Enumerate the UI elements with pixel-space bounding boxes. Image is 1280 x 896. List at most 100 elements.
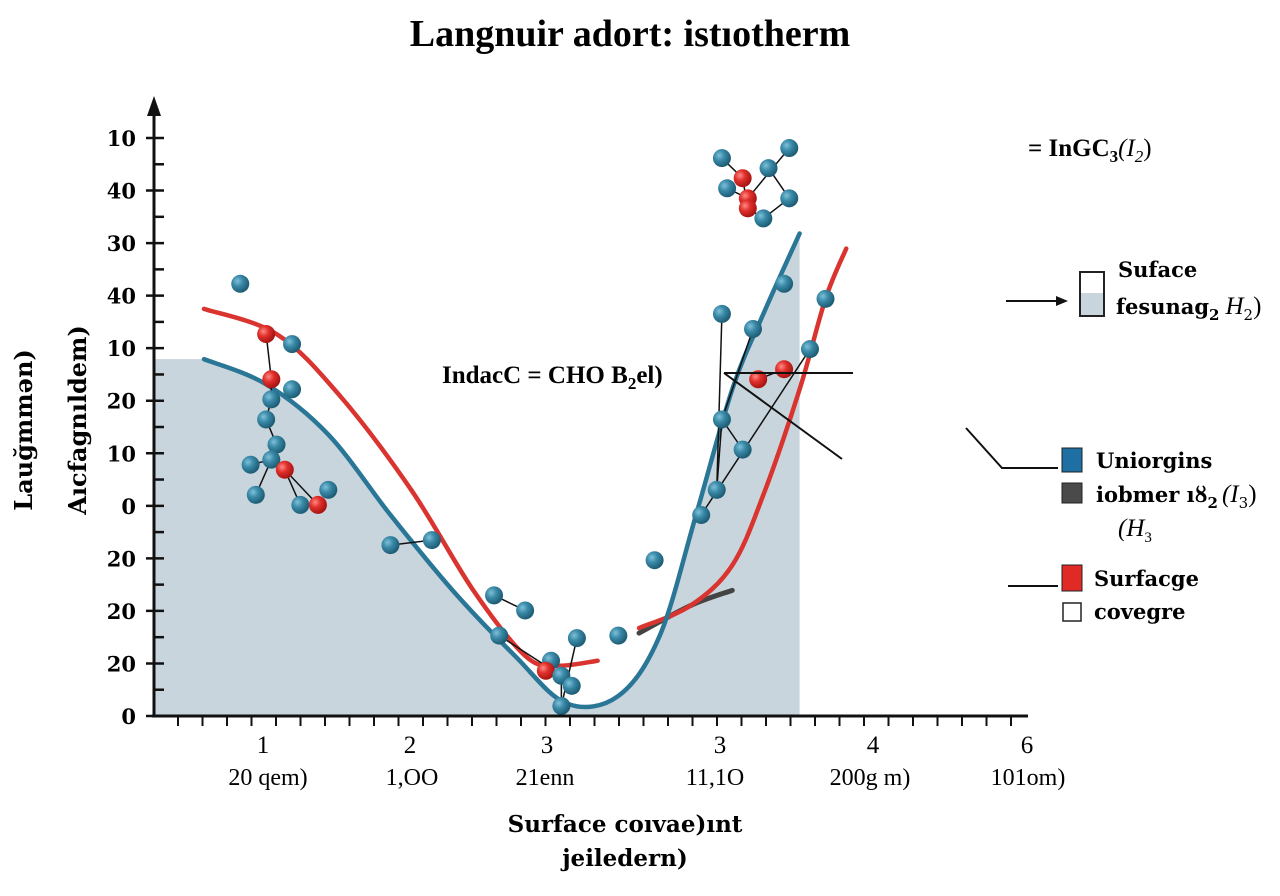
legend-label-line2: (H bbox=[1118, 515, 1146, 542]
legend-sub: 2 bbox=[1209, 306, 1219, 324]
legend-item-covegre: covegre bbox=[1062, 599, 1185, 624]
data-point-blue bbox=[707, 480, 726, 499]
y-axis-label: Lauğmmən) bbox=[9, 349, 38, 511]
legend-label2-sub: 3 bbox=[1144, 530, 1152, 546]
legend-pointer-line bbox=[965, 427, 1058, 469]
y-tick-label: 10 bbox=[107, 126, 136, 151]
annotation-tail: (I bbox=[1118, 135, 1136, 162]
data-point-blue bbox=[552, 696, 571, 715]
y-tick-label: 0 bbox=[121, 704, 136, 729]
data-point-red bbox=[738, 199, 757, 218]
data-point-blue bbox=[645, 551, 664, 570]
legend-label-line2: fesunag bbox=[1116, 294, 1209, 319]
data-point-blue bbox=[775, 274, 794, 293]
data-point-blue bbox=[692, 505, 711, 524]
data-point-blue bbox=[283, 380, 302, 399]
legend-swatch-white bbox=[1062, 602, 1082, 622]
legend-label: covegre bbox=[1094, 599, 1185, 624]
data-point-blue bbox=[780, 189, 799, 208]
data-point-red bbox=[536, 661, 555, 680]
x-tick-sublabel: 101om) bbox=[991, 765, 1066, 791]
x-tick-label: 4 bbox=[867, 732, 880, 759]
x-tick-sublabel: 20 qem) bbox=[228, 765, 307, 791]
y-tick-label: 20 bbox=[107, 546, 136, 571]
data-point-blue bbox=[712, 149, 731, 168]
data-point-blue bbox=[381, 536, 400, 555]
molecule-bond bbox=[715, 313, 723, 490]
svg-text:(H3: (H3 bbox=[1118, 515, 1152, 546]
molecule-bond bbox=[721, 328, 754, 420]
x-tick-label: 3 bbox=[541, 732, 554, 759]
data-point-blue bbox=[241, 455, 260, 474]
data-point-blue bbox=[816, 289, 835, 308]
data-point-blue bbox=[283, 335, 302, 354]
x-tick-label: 1 bbox=[257, 732, 270, 759]
data-point-blue bbox=[718, 179, 737, 198]
x-tick-label: 6 bbox=[1021, 732, 1034, 759]
legend: Suface fesunag2 H2) Uniorgins iobmer ıȣ2(… bbox=[965, 257, 1261, 624]
data-point-blue bbox=[744, 319, 763, 338]
legend-italic-sub: 3 bbox=[1239, 494, 1249, 512]
y-tick-label: 10 bbox=[107, 336, 136, 361]
x-tick-sublabel: 11,1O bbox=[686, 765, 744, 791]
chart-title: Langnuir adort: istıotherm bbox=[410, 13, 851, 55]
annotation-text: = InGC bbox=[1028, 135, 1110, 162]
legend-label: Uniorgins bbox=[1096, 448, 1212, 473]
legend-italic-sub: 2 bbox=[1244, 306, 1254, 324]
data-point-blue bbox=[262, 450, 281, 469]
y-tick-label: 20 bbox=[107, 599, 136, 624]
legend-sub: 2 bbox=[1208, 494, 1218, 512]
legend-item-uniorgins: Uniorgins bbox=[1061, 447, 1212, 473]
x-axis-label: Surface coıvae)ınt bbox=[508, 811, 743, 838]
svg-text:iobmer ıȣ2(I3): iobmer ıȣ2 (I3) bbox=[1096, 481, 1257, 512]
data-point-blue bbox=[759, 159, 778, 178]
legend-italic: (I bbox=[1222, 481, 1240, 508]
data-point-blue bbox=[780, 139, 799, 158]
annotation-tail-sub: 2 bbox=[1135, 147, 1144, 166]
data-point-red bbox=[775, 360, 794, 379]
y-tick-label: 10 bbox=[107, 441, 136, 466]
x-tick-label: 3 bbox=[714, 732, 727, 759]
data-point-blue bbox=[516, 601, 535, 620]
data-point-blue bbox=[319, 480, 338, 499]
y-tick-label: 20 bbox=[107, 389, 136, 414]
data-point-blue bbox=[262, 390, 281, 409]
data-point-red bbox=[749, 370, 768, 389]
indacc-annotation: IndacC = CHO B2el) bbox=[442, 362, 853, 460]
x-tick-sublabel: 200g m) bbox=[830, 765, 911, 791]
axes bbox=[146, 96, 1028, 726]
annotation-close: ) bbox=[1143, 135, 1151, 162]
data-point-blue bbox=[609, 626, 628, 645]
indacc-text: IndacC = CHO B bbox=[442, 362, 628, 389]
formula-annotation: = InGC3(I2) bbox=[1028, 135, 1152, 166]
data-point-blue bbox=[257, 410, 276, 429]
svg-text:= InGC3(I2): = InGC3(I2) bbox=[1028, 135, 1152, 166]
data-point-red bbox=[275, 460, 294, 479]
y-tick-labels: 10 40 30 40 10 20 10 0 20 20 20 0 bbox=[107, 126, 136, 729]
data-point-blue bbox=[562, 676, 581, 695]
indacc-tail: el) bbox=[636, 362, 662, 389]
pointer-line bbox=[723, 372, 843, 460]
y-tick-label: 30 bbox=[107, 231, 136, 256]
plot-area bbox=[154, 139, 849, 716]
data-point-blue bbox=[712, 304, 731, 323]
legend-swatch-blue bbox=[1061, 447, 1083, 473]
data-point-blue bbox=[267, 435, 286, 454]
svg-text:IndacC = CHO B2el): IndacC = CHO B2el) bbox=[442, 362, 663, 393]
data-point-blue bbox=[567, 629, 586, 648]
legend-label: Suface bbox=[1118, 257, 1197, 282]
legend-label: iobmer ıȣ bbox=[1096, 482, 1208, 507]
legend-italic: H bbox=[1224, 293, 1245, 320]
arrow-head-icon bbox=[1056, 296, 1068, 306]
y-tick-label: 20 bbox=[107, 651, 136, 676]
data-point-red bbox=[308, 495, 327, 514]
data-point-blue bbox=[485, 586, 504, 605]
x-tick-sublabel: 21enn bbox=[516, 765, 575, 791]
legend-label: Surfacge bbox=[1094, 566, 1199, 591]
data-point-blue bbox=[246, 485, 265, 504]
y-axis-label-secondary: Aıcfagnıldem) bbox=[63, 325, 92, 516]
data-point-blue bbox=[490, 626, 509, 645]
y-axis-arrow-icon bbox=[147, 96, 161, 116]
legend-item-iobmer: iobmer ıȣ2 (I3) (H3 bbox=[1061, 481, 1257, 546]
